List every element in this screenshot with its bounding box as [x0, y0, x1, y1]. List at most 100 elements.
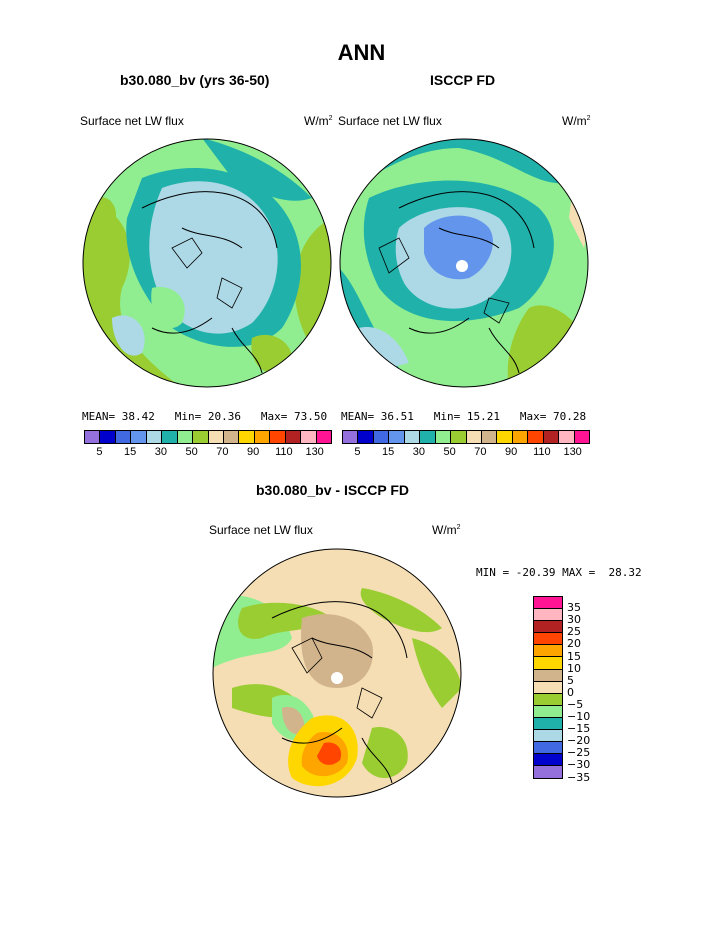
- colorbar-tick-label: 20: [567, 637, 581, 651]
- diff-variable-label: Surface net LW flux: [209, 523, 313, 537]
- obs-stats: MEAN= 36.51 Min= 15.21 Max= 70.28: [341, 410, 587, 423]
- colorbar-tick-label: 25: [567, 625, 581, 639]
- colorbar-tick-label: 110: [275, 446, 293, 458]
- colorbar-tick-label: −5: [567, 697, 584, 711]
- colorbar-swatch: [146, 431, 163, 443]
- colorbar-tick-label: 5: [567, 673, 574, 687]
- colorbar-swatch: [451, 431, 467, 443]
- colorbar-swatch: [404, 431, 421, 443]
- colorbar-tick-label: 15: [124, 446, 137, 458]
- colorbar-swatch: [534, 609, 562, 622]
- colorbar-swatch: [481, 431, 498, 443]
- colorbar-swatch: [534, 742, 562, 755]
- colorbar-swatch: [162, 431, 178, 443]
- colorbar-tick-label: 70: [474, 446, 487, 458]
- colorbar-swatch: [177, 431, 194, 443]
- colorbar-swatch: [239, 431, 255, 443]
- colorbar-swatch: [497, 431, 513, 443]
- colorbar-swatch: [534, 754, 562, 767]
- colorbar-swatch: [358, 431, 374, 443]
- colorbar-swatch: [343, 431, 359, 443]
- obs-polar-map: [339, 138, 589, 388]
- colorbar-tick-label: 70: [216, 446, 229, 458]
- colorbar-tick-label: −30: [567, 758, 591, 772]
- colorbar-swatch: [389, 431, 405, 443]
- colorbar-tick-label: 35: [567, 601, 581, 615]
- colorbar-tick-label: −35: [567, 770, 591, 784]
- colorbar-swatch: [574, 431, 589, 443]
- colorbar-swatch: [534, 766, 562, 779]
- colorbar-swatch: [115, 431, 132, 443]
- colorbar-tick-label: −15: [567, 722, 591, 736]
- colorbar-swatch: [466, 431, 482, 443]
- colorbar-tick-label: 130: [305, 446, 324, 458]
- colorbar-swatch: [534, 597, 562, 610]
- colorbar-tick-label: 15: [567, 649, 581, 663]
- colorbar-tick-label: 0: [567, 685, 574, 699]
- colorbar-swatch: [512, 431, 529, 443]
- colorbar-swatch: [254, 431, 271, 443]
- model-stats: MEAN= 38.42 Min= 20.36 Max= 73.50: [82, 410, 328, 423]
- colorbar-swatch: [534, 681, 562, 694]
- diff-panel-title: b30.080_bv - ISCCP FD: [256, 482, 410, 498]
- obs-colorbar: [342, 430, 590, 444]
- colorbar-swatch: [534, 669, 562, 682]
- colorbar-swatch: [543, 431, 560, 443]
- colorbar-swatch: [420, 431, 436, 443]
- colorbar-swatch: [316, 431, 331, 443]
- diff-colorbar-ticks: 35 30 25 20 15 10 5 0 −5 −10 −15 −20 −25 −30 −35: [567, 596, 607, 801]
- colorbar-swatch: [373, 431, 390, 443]
- diff-colorbar: [533, 596, 563, 780]
- colorbar-swatch: [100, 431, 116, 443]
- colorbar-swatch: [193, 431, 209, 443]
- colorbar-swatch: [534, 693, 562, 706]
- page-title: ANN: [337, 40, 386, 65]
- colorbar-tick-label: −10: [567, 710, 591, 723]
- colorbar-swatch: [85, 431, 101, 443]
- colorbar-tick-label: 5: [354, 446, 361, 458]
- colorbar-tick-label: −20: [567, 734, 591, 748]
- colorbar-tick-label: 30: [567, 613, 581, 627]
- colorbar-swatch: [223, 431, 240, 443]
- colorbar-swatch: [534, 730, 562, 743]
- colorbar-tick-label: 30: [412, 446, 425, 458]
- colorbar-swatch: [559, 431, 575, 443]
- model-units-label: W/m2: [304, 114, 333, 128]
- colorbar-swatch: [534, 621, 562, 634]
- colorbar-tick-label: 50: [443, 446, 456, 458]
- colorbar-swatch: [534, 633, 562, 646]
- colorbar-swatch: [534, 657, 562, 670]
- colorbar-tick-label: −25: [567, 746, 591, 760]
- colorbar-tick-label: 90: [247, 446, 260, 458]
- colorbar-swatch: [435, 431, 452, 443]
- colorbar-tick-label: 15: [382, 446, 395, 458]
- model-colorbar: [84, 430, 332, 444]
- obs-colorbar-ticks: 5 15 30 50 70 90 110 130: [342, 446, 588, 460]
- obs-panel-title: ISCCP FD: [430, 72, 496, 88]
- colorbar-swatch: [270, 431, 286, 443]
- model-panel-title: b30.080_bv (yrs 36-50): [120, 72, 270, 88]
- obs-variable-label: Surface net LW flux: [338, 114, 442, 128]
- colorbar-swatch: [208, 431, 224, 443]
- colorbar-tick-label: 130: [563, 446, 582, 458]
- diff-stats: MIN = -20.39 MAX = 28.32: [476, 566, 642, 579]
- colorbar-swatch: [534, 705, 562, 718]
- colorbar-tick-label: 30: [154, 446, 167, 458]
- colorbar-swatch: [285, 431, 302, 443]
- colorbar-tick-label: 50: [185, 446, 198, 458]
- colorbar-tick-label: 110: [533, 446, 551, 458]
- colorbar-swatch: [131, 431, 147, 443]
- colorbar-swatch: [528, 431, 544, 443]
- model-colorbar-ticks: 5 15 30 50 70 90 110 130: [84, 446, 330, 460]
- model-polar-map: [82, 138, 332, 388]
- model-variable-label: Surface net LW flux: [80, 114, 184, 128]
- colorbar-tick-label: 10: [567, 661, 581, 675]
- diff-units-label: W/m2: [432, 523, 461, 537]
- obs-units-label: W/m2: [562, 114, 591, 128]
- diff-polar-map: [212, 548, 462, 798]
- colorbar-swatch: [534, 717, 562, 731]
- colorbar-tick-label: 5: [96, 446, 103, 458]
- colorbar-swatch: [534, 645, 562, 658]
- colorbar-tick-label: 90: [505, 446, 518, 458]
- colorbar-swatch: [301, 431, 317, 443]
